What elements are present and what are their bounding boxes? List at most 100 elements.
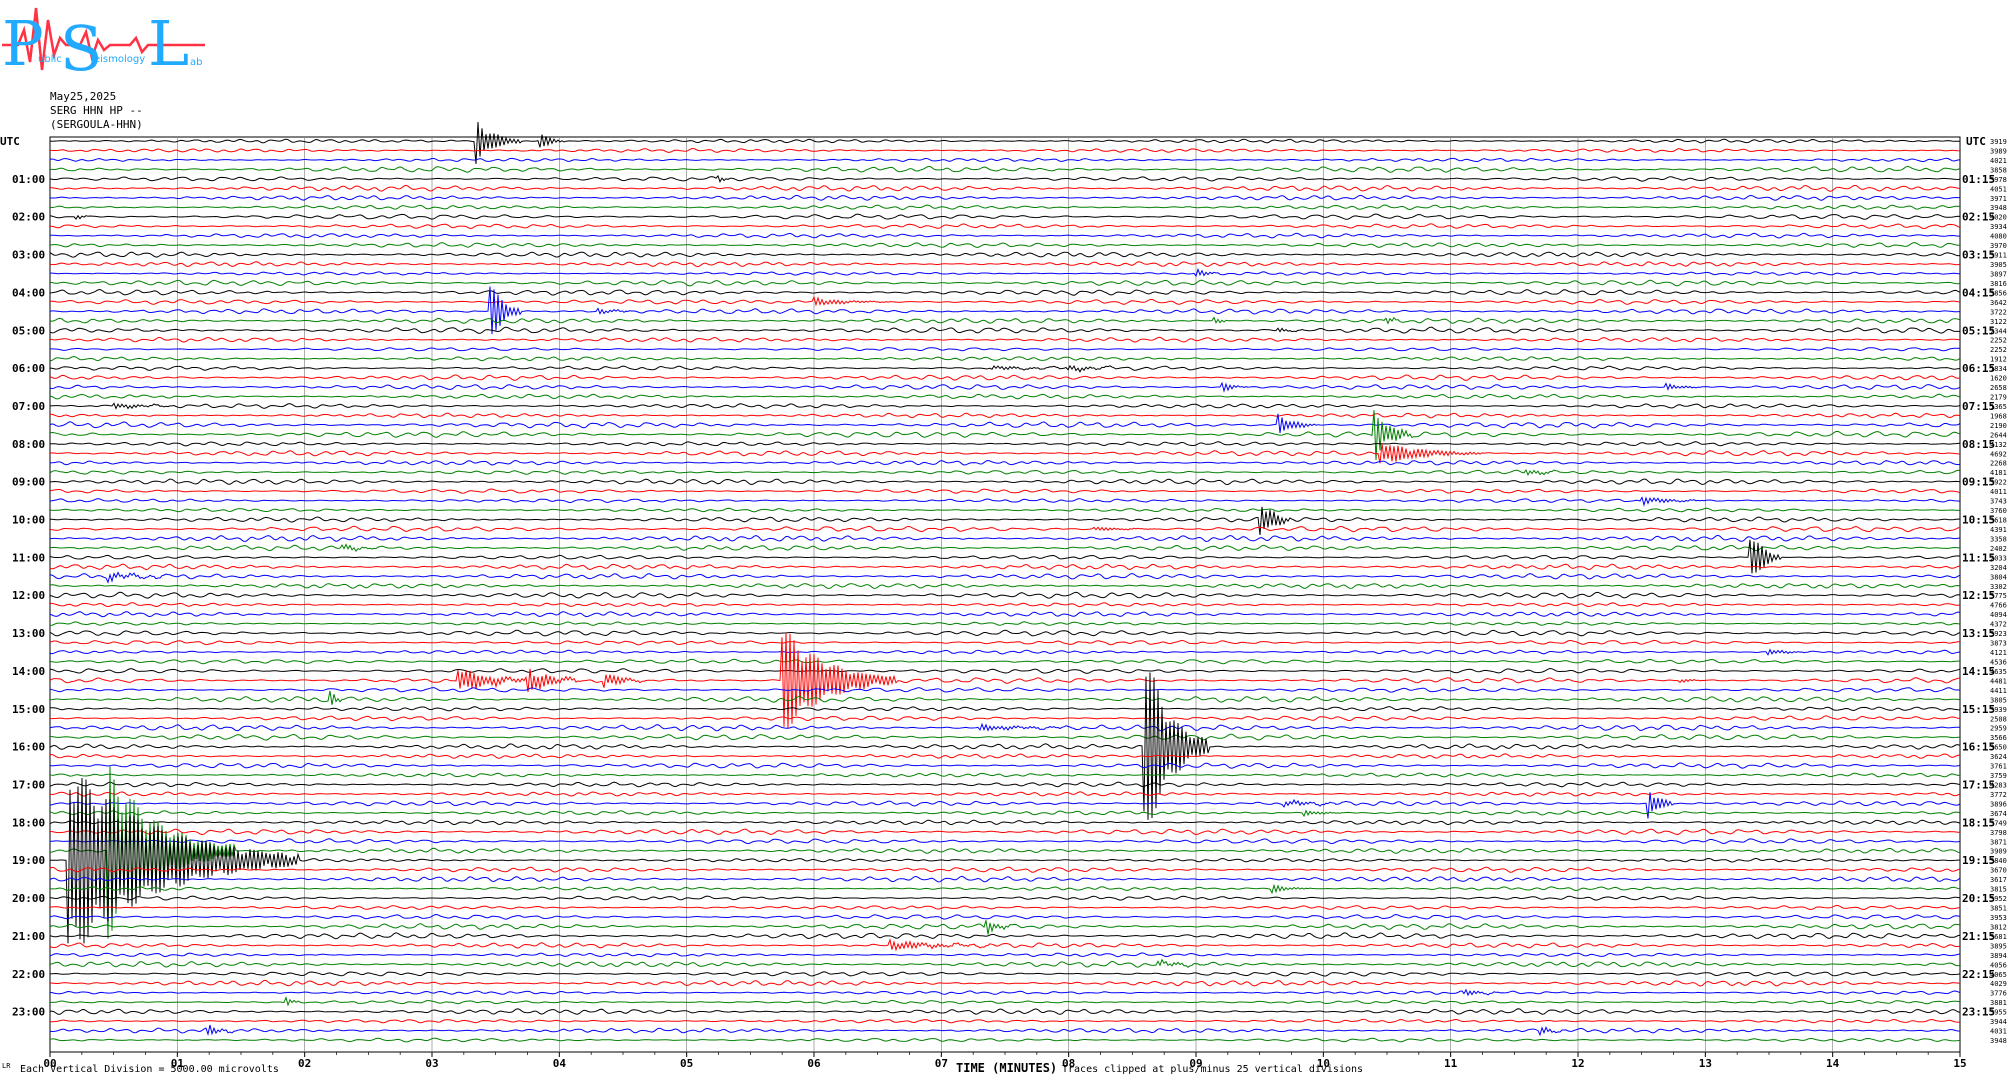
seismic-trace <box>49 979 1961 987</box>
labels: 00 01 02 03 04 05 06 07 08 09 10 11 12 13 14 15 UTC UTC 01… <box>0 135 2007 1070</box>
trace-value: 3858 <box>1990 166 2007 174</box>
seismic-trace <box>49 402 1961 410</box>
seismic-trace <box>50 733 1961 741</box>
header-date: May25,2025 <box>50 90 117 103</box>
footer-axis-title: TIME (MINUTES) <box>956 1061 1058 1075</box>
logo-seismic-line <box>2 7 205 71</box>
footer-clip-note: Traces clipped at plus/minus 25 vertical… <box>1062 1064 1364 1075</box>
hour-label-right: 20:15 <box>1962 892 1995 905</box>
x-tick-label: 01 <box>171 1057 185 1070</box>
trace-value: 3681 <box>1990 933 2007 941</box>
hour-label-right: 04:15 <box>1962 286 1995 299</box>
trace-value: 3805 <box>1990 696 2007 704</box>
seismic-trace <box>50 165 1961 173</box>
trace-value: 3566 <box>1990 734 2007 742</box>
seismic-trace <box>49 336 1961 343</box>
hour-label-left: 16:00 <box>12 741 45 754</box>
hour-label-right: 13:15 <box>1962 627 1995 640</box>
seismic-trace <box>49 147 1961 153</box>
hour-label-right: 08:15 <box>1962 438 1995 451</box>
hour-label-right: 06:15 <box>1962 362 1995 375</box>
trace-value: 4080 <box>1990 233 2007 241</box>
seismic-trace <box>49 629 1961 637</box>
seismic-trace <box>49 174 1961 184</box>
psl-logo: P S L ublic eismology ab <box>2 7 205 82</box>
trace-value: 3934 <box>1990 223 2007 231</box>
seismic-trace <box>49 632 1961 729</box>
seismic-trace <box>49 690 1961 705</box>
hour-label-right: 16:15 <box>1962 741 1995 754</box>
trace-value: 3873 <box>1990 640 2007 648</box>
trace-value: 3624 <box>1990 753 2007 761</box>
seismic-trace <box>49 539 1961 574</box>
seismic-trace <box>50 1018 1961 1024</box>
hour-label-right: 19:15 <box>1962 854 1995 867</box>
hour-label-right: 23:15 <box>1962 1006 1995 1019</box>
seismic-trace <box>49 838 1961 845</box>
seismic-trace <box>49 295 1961 307</box>
trace-value: 3948 <box>1990 1037 2007 1045</box>
x-tick-label: 13 <box>1699 1057 1712 1070</box>
trace-value: 3204 <box>1990 564 2007 572</box>
seismic-trace <box>49 920 1961 935</box>
trace-value: 3815 <box>1990 886 2007 894</box>
trace-value: 3722 <box>1990 308 2007 316</box>
seismic-trace <box>49 791 1961 797</box>
seismic-trace <box>49 496 1961 507</box>
trace-value: 3302 <box>1990 583 2007 591</box>
trace-value: 3775 <box>1990 592 2007 600</box>
seismic-trace <box>49 571 1961 584</box>
trace-value: 4372 <box>1990 621 2007 629</box>
trace-value: 3894 <box>1990 952 2007 960</box>
seismic-trace <box>49 611 1961 618</box>
trace-value: 3812 <box>1990 923 2007 931</box>
seismic-trace <box>50 506 1961 536</box>
trace-value: 4181 <box>1990 469 2007 477</box>
seismic-trace <box>49 722 1961 732</box>
seismic-trace <box>49 1024 1961 1037</box>
seismic-trace <box>49 958 1961 968</box>
seismic-trace <box>49 488 1961 494</box>
hour-label-left: 22:00 <box>12 968 45 981</box>
seismic-trace <box>49 364 1961 373</box>
trace-value: 4536 <box>1990 658 2007 666</box>
trace-value: 4011 <box>1990 488 2007 496</box>
trace-value: 3896 <box>1990 800 2007 808</box>
seismic-trace <box>49 932 1961 940</box>
seismic-trace <box>49 157 1961 163</box>
seismic-trace <box>49 895 1961 901</box>
hour-label-left: 15:00 <box>12 703 45 716</box>
utc-right-label: UTC <box>1966 135 1986 148</box>
seismic-trace <box>49 905 1961 911</box>
x-tick-label: 08 <box>1062 1057 1075 1070</box>
seismic-trace <box>49 468 1961 477</box>
trace-value: 3776 <box>1990 990 2007 998</box>
trace-value: 4121 <box>1990 649 2007 657</box>
trace-value: 2658 <box>1990 384 2007 392</box>
trace-value: 3840 <box>1990 857 2007 865</box>
trace-value: 3851 <box>1990 905 2007 913</box>
trace-value: 4094 <box>1990 611 2007 619</box>
trace-value: 2033 <box>1990 554 2007 562</box>
trace-value: 3816 <box>1990 280 2007 288</box>
x-tick-label: 14 <box>1826 1057 1840 1070</box>
hour-label-left: 21:00 <box>12 930 45 943</box>
trace-value: 3674 <box>1990 810 2007 818</box>
seismic-trace <box>49 621 1961 626</box>
seismic-trace <box>50 232 1961 239</box>
seismic-trace <box>49 996 1961 1007</box>
seismic-trace <box>49 184 1961 192</box>
seismic-trace <box>49 374 1961 382</box>
utc-left-label: UTC <box>0 135 20 148</box>
seismic-trace <box>49 194 1961 201</box>
trace-value: 4031 <box>1990 1028 2007 1036</box>
hour-label-right: 18:15 <box>1962 816 1995 829</box>
seismic-trace <box>50 563 1961 571</box>
seismic-trace <box>49 883 1961 895</box>
x-tick-label: 00 <box>43 1057 56 1070</box>
trace-value: 3856 <box>1990 289 2007 297</box>
hour-label-left: 07:00 <box>12 400 45 413</box>
hour-label-left: 19:00 <box>12 854 45 867</box>
hour-label-right: 02:15 <box>1962 211 1995 224</box>
x-tick-label: 15 <box>1953 1057 1966 1070</box>
